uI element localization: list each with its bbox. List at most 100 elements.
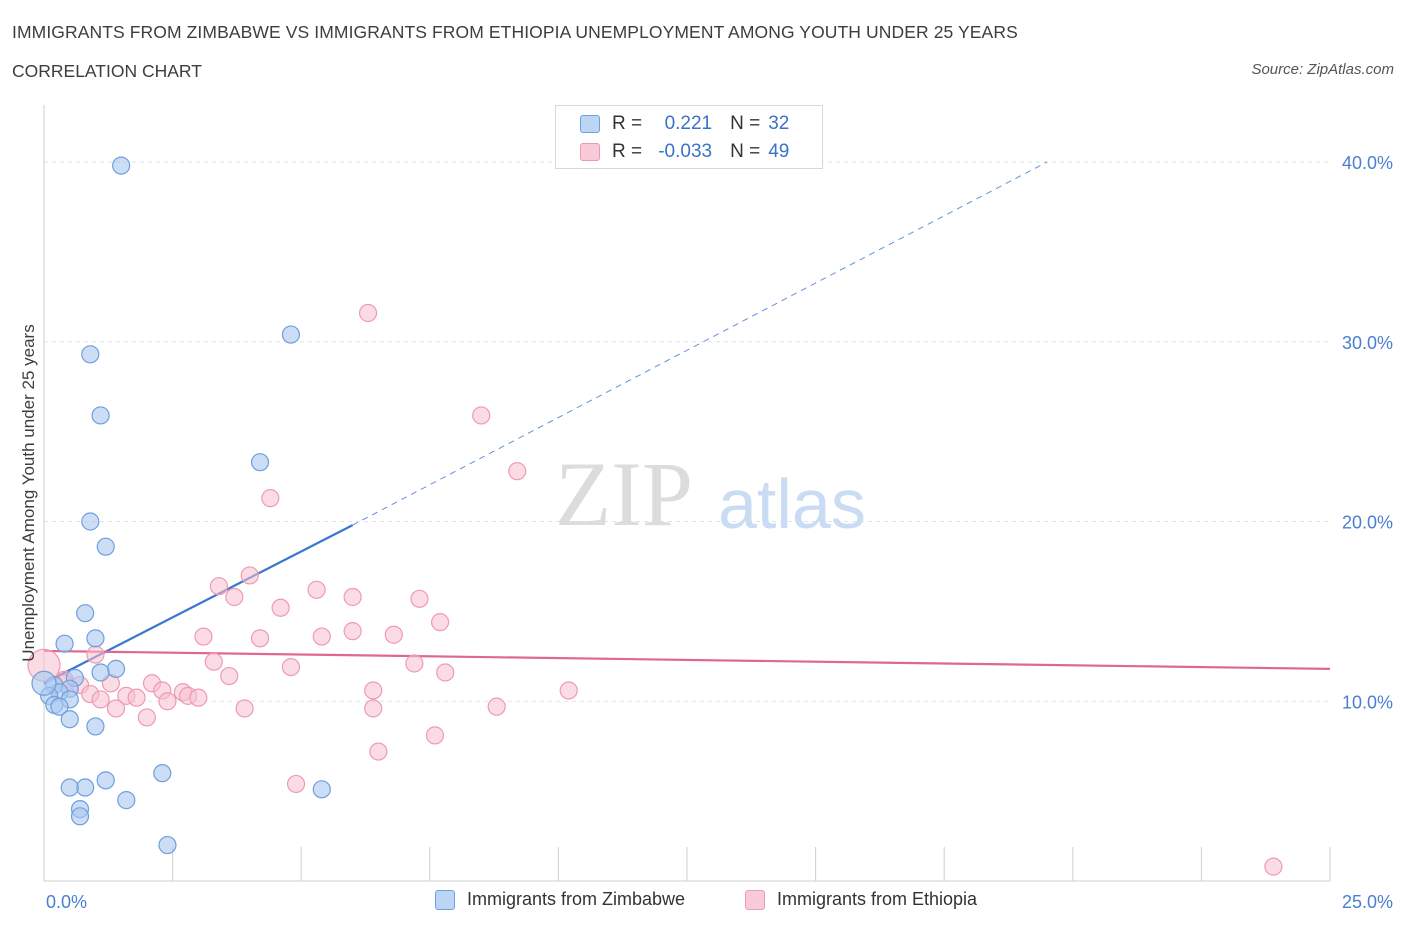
ethiopia-point bbox=[343, 587, 362, 607]
source-label: Source: ZipAtlas.com bbox=[1251, 61, 1394, 78]
ethiopia-point bbox=[281, 657, 301, 677]
ethiopia-point bbox=[225, 587, 244, 607]
ethiopia-r-value: -0.033 bbox=[658, 141, 713, 162]
zimbabwe-points bbox=[31, 156, 331, 855]
ethiopia-point bbox=[261, 489, 280, 508]
zimbabwe-point bbox=[250, 453, 270, 472]
ethiopia-point bbox=[405, 654, 424, 673]
ethiopia-trend-line bbox=[43, 649, 1331, 670]
ethiopia-point bbox=[559, 681, 578, 700]
ethiopia-point bbox=[209, 577, 228, 596]
ethiopia-point bbox=[127, 688, 146, 707]
legend-row-zimbabwe: R = 0.221 N = 32 bbox=[580, 112, 789, 136]
r-label: R = bbox=[612, 113, 643, 134]
zimbabwe-point bbox=[60, 778, 79, 797]
x-tick-label: 0.0% bbox=[46, 892, 87, 912]
n-label: N = bbox=[730, 113, 761, 134]
ethiopia-point bbox=[364, 681, 383, 700]
ethiopia-point bbox=[343, 622, 362, 641]
zimbabwe-point bbox=[153, 764, 172, 783]
zimbabwe-point bbox=[158, 835, 177, 855]
ethiopia-point bbox=[204, 652, 223, 671]
watermark-atlas: atlas bbox=[718, 465, 866, 543]
ethiopia-point bbox=[86, 645, 105, 664]
zimbabwe-point bbox=[76, 604, 95, 623]
zimbabwe-point bbox=[31, 670, 57, 696]
zimbabwe-trend-extension bbox=[352, 161, 1048, 526]
ethiopia-point bbox=[286, 774, 306, 794]
ethiopia-point bbox=[430, 613, 450, 632]
zimbabwe-point bbox=[81, 345, 100, 364]
ethiopia-point bbox=[436, 663, 455, 682]
zimbabwe-point bbox=[81, 512, 100, 531]
y-tick-label: 10.0% bbox=[1342, 692, 1393, 712]
y-axis-label: Unemployment Among Youth under 25 years bbox=[19, 324, 38, 661]
ethiopia-point bbox=[472, 406, 491, 425]
ethiopia-point bbox=[312, 627, 331, 646]
zimbabwe-point bbox=[117, 791, 136, 810]
zimbabwe-point bbox=[91, 663, 110, 682]
gridlines bbox=[44, 161, 1330, 702]
n-label: N = bbox=[730, 141, 761, 162]
ethiopia-point bbox=[106, 699, 126, 718]
ethiopia-point bbox=[91, 690, 110, 709]
x-tick-label: 25.0% bbox=[1342, 892, 1393, 912]
ethiopia-point bbox=[250, 629, 270, 648]
ethiopia-point bbox=[384, 625, 403, 644]
zimbabwe-point bbox=[60, 710, 79, 729]
zimbabwe-point bbox=[76, 778, 95, 797]
chart-subtitle: CORRELATION CHART bbox=[12, 61, 202, 81]
ethiopia-point bbox=[220, 666, 239, 686]
ethiopia-swatch bbox=[580, 143, 600, 161]
ethiopia-point bbox=[240, 566, 259, 585]
y-tick-label: 40.0% bbox=[1342, 153, 1393, 173]
series-legend: Immigrants from Zimbabwe Immigrants from… bbox=[0, 889, 1406, 915]
axes bbox=[43, 105, 1331, 882]
zimbabwe-point bbox=[91, 406, 110, 425]
zimbabwe-legend-label: Immigrants from Zimbabwe bbox=[467, 889, 686, 909]
y-tick-label: 20.0% bbox=[1342, 513, 1393, 533]
ethiopia-point bbox=[158, 692, 177, 711]
ethiopia-point bbox=[271, 598, 290, 617]
zimbabwe-r-value: 0.221 bbox=[664, 113, 713, 134]
zimbabwe-point bbox=[112, 156, 131, 175]
zimbabwe-legend-swatch bbox=[435, 889, 455, 910]
watermark-zip: ZIP bbox=[555, 443, 693, 545]
ethiopia-point bbox=[364, 699, 383, 718]
ethiopia-point bbox=[1264, 857, 1283, 876]
ethiopia-point bbox=[137, 708, 156, 727]
correlation-legend: R = 0.221 N = 32 R = -0.033 N = 49 bbox=[555, 105, 823, 169]
zimbabwe-point bbox=[96, 771, 115, 790]
zimbabwe-point bbox=[86, 629, 105, 648]
legend-row-ethiopia: R = -0.033 N = 49 bbox=[580, 140, 789, 164]
zimbabwe-n-value: 32 bbox=[768, 113, 790, 134]
zimbabwe-point bbox=[96, 537, 115, 556]
ethiopia-point bbox=[194, 627, 213, 646]
ethiopia-legend-swatch bbox=[745, 889, 765, 910]
ethiopia-point bbox=[189, 688, 208, 707]
chart-title: IMMIGRANTS FROM ZIMBABWE VS IMMIGRANTS F… bbox=[12, 22, 1018, 42]
ethiopia-point bbox=[487, 697, 506, 716]
ethiopia-legend-label: Immigrants from Ethiopia bbox=[777, 889, 978, 909]
ethiopia-point bbox=[235, 699, 254, 718]
ethiopia-point bbox=[358, 303, 378, 323]
ethiopia-point bbox=[369, 742, 388, 761]
zimbabwe-point bbox=[86, 717, 105, 736]
legend-item-zimbabwe: Immigrants from Zimbabwe bbox=[435, 889, 685, 910]
zimbabwe-point bbox=[50, 697, 69, 716]
zimbabwe-point bbox=[281, 325, 301, 344]
y-tick-label: 30.0% bbox=[1342, 333, 1393, 353]
ethiopia-point bbox=[307, 580, 326, 599]
zimbabwe-point bbox=[312, 780, 331, 799]
legend-item-ethiopia: Immigrants from Ethiopia bbox=[745, 889, 977, 910]
r-label: R = bbox=[612, 141, 643, 162]
zimbabwe-point bbox=[106, 659, 126, 678]
ethiopia-points bbox=[27, 303, 1283, 876]
zimbabwe-swatch bbox=[580, 115, 600, 133]
ethiopia-n-value: 49 bbox=[768, 141, 790, 162]
ethiopia-point bbox=[508, 462, 527, 481]
ethiopia-point bbox=[425, 726, 445, 745]
zimbabwe-point bbox=[55, 634, 74, 653]
ethiopia-point bbox=[410, 589, 429, 608]
